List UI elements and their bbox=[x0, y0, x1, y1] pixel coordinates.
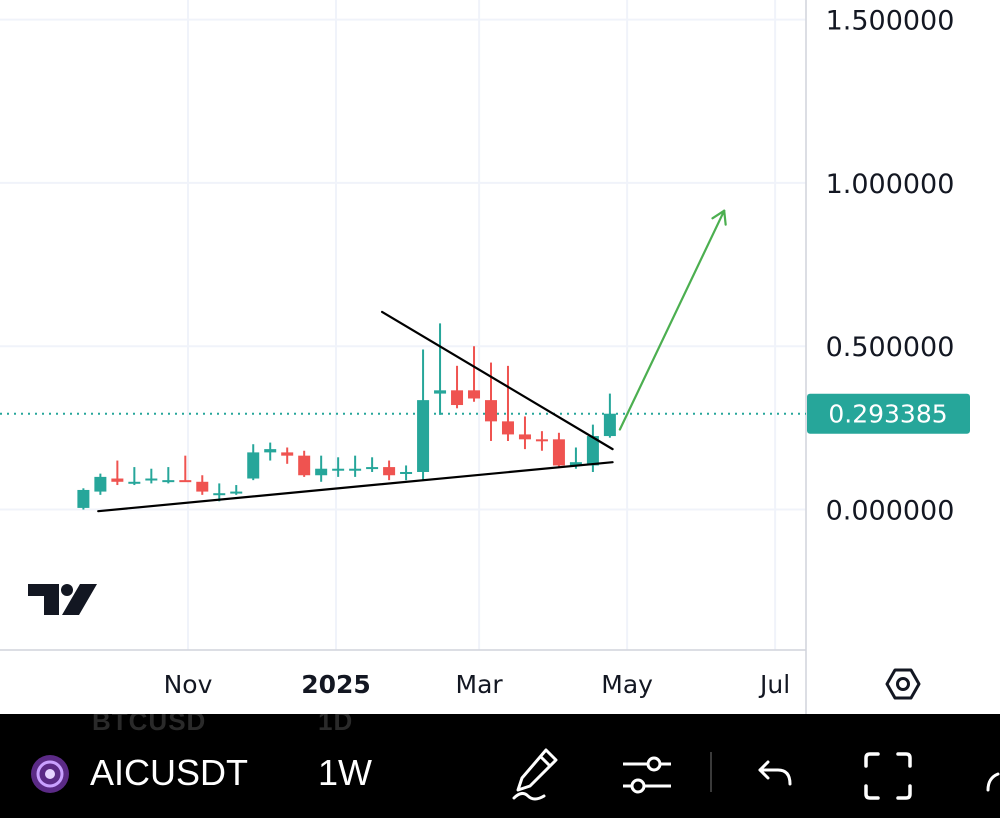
candle-body bbox=[434, 390, 447, 394]
price-tick-label: 1.500000 bbox=[826, 6, 955, 37]
price-scale[interactable]: 1.500000 1.000000 0.500000 0.000000 bbox=[826, 6, 955, 527]
candle-body bbox=[230, 491, 243, 494]
candle bbox=[179, 455, 192, 483]
fullscreen-icon[interactable] bbox=[862, 750, 914, 802]
last-price-badge bbox=[807, 393, 970, 434]
candle bbox=[501, 365, 514, 441]
candle-body bbox=[349, 468, 362, 471]
candle bbox=[111, 460, 124, 486]
candle bbox=[434, 323, 447, 415]
ghost-symbol: BTCUSD bbox=[92, 714, 207, 736]
candle-body bbox=[145, 478, 158, 481]
candle bbox=[128, 467, 141, 486]
candle-body bbox=[213, 493, 226, 496]
more-icon[interactable] bbox=[982, 770, 1000, 810]
candle bbox=[400, 465, 413, 481]
candle-body bbox=[162, 480, 175, 483]
symbol-name[interactable]: AICUSDT bbox=[90, 752, 249, 793]
candle-body bbox=[603, 413, 616, 437]
candle-body bbox=[179, 480, 192, 483]
tradingview-logo-icon[interactable] bbox=[28, 584, 97, 615]
candle-body bbox=[383, 467, 396, 476]
price-tick-label: 0.500000 bbox=[826, 332, 955, 363]
candle-body bbox=[569, 462, 582, 466]
vertical-gridlines bbox=[187, 0, 777, 650]
horizontal-gridlines bbox=[0, 18, 806, 511]
candle-body bbox=[94, 476, 107, 492]
candle bbox=[94, 473, 107, 495]
candle bbox=[213, 483, 226, 502]
chart-settings-icon[interactable] bbox=[885, 668, 921, 700]
time-tick-label: Mar bbox=[456, 670, 504, 699]
candle-body bbox=[552, 439, 565, 466]
candle-body bbox=[332, 468, 345, 471]
time-tick-label: May bbox=[601, 670, 653, 699]
candle bbox=[315, 455, 328, 482]
candle bbox=[77, 488, 90, 510]
candles bbox=[77, 323, 616, 510]
price-badge: 0.293385 bbox=[807, 393, 970, 434]
candle-body bbox=[366, 467, 379, 470]
candle-body bbox=[281, 452, 294, 456]
candle-body bbox=[111, 478, 124, 482]
candle bbox=[535, 431, 548, 451]
candle bbox=[603, 393, 616, 438]
candle-body bbox=[128, 481, 141, 484]
candle-body bbox=[501, 421, 514, 435]
pencil-icon[interactable] bbox=[508, 744, 562, 804]
candle bbox=[145, 468, 158, 484]
candle-body bbox=[417, 400, 430, 472]
time-scale[interactable]: Nov 2025 Mar May Jul bbox=[164, 670, 791, 699]
time-tick-label: Jul bbox=[758, 670, 790, 699]
sliders-icon[interactable] bbox=[620, 750, 674, 800]
candle-body bbox=[485, 400, 497, 422]
undo-icon[interactable] bbox=[756, 754, 796, 794]
ghost-interval: 1D bbox=[318, 714, 354, 736]
candle bbox=[247, 444, 260, 481]
candle bbox=[196, 475, 209, 495]
bottom-toolbar: BTCUSD 1D AICUSDT 1W bbox=[0, 714, 1000, 818]
candle-body bbox=[586, 436, 599, 466]
candle-body bbox=[451, 390, 464, 406]
candle bbox=[366, 457, 379, 472]
candle-body bbox=[400, 471, 413, 474]
interval-selector[interactable]: 1W bbox=[318, 752, 372, 793]
candle-body bbox=[196, 481, 209, 492]
candle-body bbox=[518, 434, 531, 440]
last-price-label: 0.293385 bbox=[828, 400, 947, 429]
support-trendline[interactable] bbox=[97, 461, 614, 513]
candle-body bbox=[535, 439, 548, 442]
candle-body bbox=[298, 455, 311, 476]
candle bbox=[552, 432, 565, 468]
candle bbox=[281, 447, 294, 464]
candle bbox=[451, 365, 464, 409]
coin-logo-icon[interactable] bbox=[28, 752, 72, 796]
candle-body bbox=[264, 449, 277, 453]
candle bbox=[332, 457, 345, 477]
candle-body bbox=[315, 468, 328, 476]
candle bbox=[349, 455, 362, 477]
candle bbox=[230, 485, 243, 495]
price-tick-label: 0.000000 bbox=[826, 496, 955, 527]
price-tick-label: 1.000000 bbox=[826, 169, 955, 200]
time-tick-label: Nov bbox=[164, 670, 213, 699]
time-tick-label: 2025 bbox=[301, 670, 371, 699]
candle-body bbox=[247, 452, 260, 479]
candle bbox=[383, 460, 396, 481]
candle bbox=[162, 467, 175, 484]
candle bbox=[518, 416, 531, 450]
chart[interactable]: 1.500000 1.000000 0.500000 0.000000 Nov 2025… bbox=[0, 0, 1000, 714]
candle-body bbox=[468, 390, 481, 399]
drawings[interactable] bbox=[97, 209, 727, 513]
candle bbox=[417, 349, 430, 481]
candle bbox=[264, 442, 277, 461]
candle-body bbox=[77, 489, 90, 508]
candle bbox=[468, 346, 481, 402]
toolbar-divider bbox=[710, 752, 712, 792]
projection-arrow-head bbox=[711, 209, 727, 226]
candle bbox=[298, 450, 311, 477]
resistance-trendline[interactable] bbox=[380, 310, 614, 451]
projection-arrow[interactable] bbox=[618, 209, 726, 431]
